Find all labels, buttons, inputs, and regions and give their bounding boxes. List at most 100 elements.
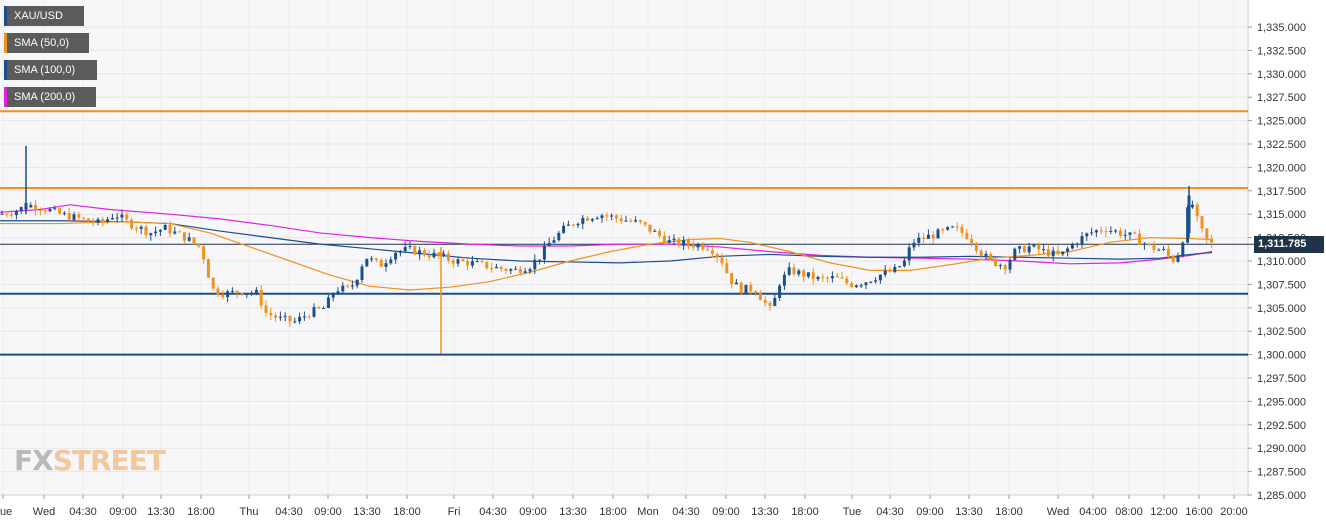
candle-body: [648, 224, 652, 232]
candle-body: [667, 240, 671, 243]
candle-body: [811, 272, 815, 280]
candle-body: [82, 217, 86, 219]
candle-body: [1075, 243, 1079, 245]
candle-body: [43, 210, 47, 212]
candle-body: [542, 245, 546, 260]
candle-body: [696, 244, 700, 248]
candle-body: [230, 290, 234, 292]
candle-body: [715, 253, 719, 258]
legend-item[interactable]: SMA (50,0): [4, 33, 89, 53]
candle-body: [1085, 233, 1089, 237]
candle-body: [96, 219, 100, 223]
candle-body: [1046, 248, 1050, 257]
candle-body: [950, 226, 954, 228]
x-tick-label: Wed: [1047, 506, 1069, 518]
x-tick-label: Tue: [0, 506, 12, 518]
candle-body: [283, 315, 287, 317]
candle-body: [1042, 248, 1046, 250]
candle-body: [974, 242, 978, 251]
candle-body: [202, 246, 206, 260]
candle-body: [758, 293, 762, 301]
candle-body: [691, 244, 695, 248]
y-tick-label: 1,292.500: [1257, 420, 1306, 432]
candle-body: [29, 205, 33, 208]
legend-item[interactable]: SMA (200,0): [4, 87, 96, 107]
candle-body: [370, 258, 374, 260]
candle-body: [10, 214, 14, 216]
candle-body: [638, 220, 642, 222]
candle-body: [240, 293, 244, 295]
candle-body: [1152, 244, 1156, 250]
candle-body: [922, 237, 926, 239]
x-tick-label: 09:00: [916, 506, 944, 518]
candle-body: [821, 276, 825, 278]
candle-body: [53, 208, 57, 210]
candle-body: [1008, 259, 1012, 270]
x-tick-label: 04:30: [672, 506, 700, 518]
candle-body: [782, 274, 786, 286]
candle-body: [533, 259, 537, 270]
legend-label: SMA (50,0): [14, 37, 70, 49]
candle-body: [768, 302, 772, 307]
candle-body: [571, 224, 575, 226]
candle-body: [586, 217, 590, 221]
candle-body: [994, 259, 998, 266]
candle-body: [907, 247, 911, 261]
candle-body: [221, 294, 225, 298]
candle-body: [1123, 234, 1127, 236]
y-tick-label: 1,287.500: [1257, 467, 1306, 479]
candle-body: [322, 308, 326, 310]
candle-body: [1056, 250, 1060, 255]
candle-body: [1162, 248, 1166, 250]
candle-body: [1205, 228, 1209, 239]
legend-item[interactable]: XAU/USD: [4, 6, 84, 26]
candle-body: [360, 266, 364, 280]
candle-body: [979, 250, 983, 256]
legend-item[interactable]: SMA (100,0): [4, 60, 97, 80]
candle-body: [274, 315, 278, 318]
candle-body: [38, 209, 42, 211]
candle-body: [682, 240, 686, 246]
candle-body: [643, 221, 647, 225]
x-tick-label: Mon: [637, 506, 658, 518]
candle-body: [1109, 230, 1113, 232]
candle-body: [0, 213, 4, 215]
candle-body: [384, 263, 388, 267]
candle-body: [456, 259, 460, 264]
candle-body: [749, 284, 753, 292]
candle-body: [288, 315, 292, 322]
candle-body: [197, 243, 201, 247]
candle-body: [662, 235, 666, 243]
candle-body: [139, 226, 143, 229]
x-tick-label: 16:00: [1185, 506, 1213, 518]
y-tick-label: 1,330.000: [1257, 69, 1306, 81]
candle-body: [926, 234, 930, 239]
candle-body: [1032, 244, 1036, 247]
candle-body: [422, 250, 426, 256]
candle-body: [898, 266, 902, 268]
candle-body: [1176, 256, 1180, 262]
candle-body: [1070, 244, 1074, 249]
candle-body: [557, 232, 561, 241]
candle-body: [1104, 231, 1108, 233]
candle-body: [523, 271, 527, 273]
candle-body: [350, 285, 354, 287]
candle-body: [590, 218, 594, 221]
candle-body: [566, 224, 570, 226]
y-tick-label: 1,302.500: [1257, 326, 1306, 338]
candle-body: [595, 218, 599, 220]
x-tick-label: Fri: [448, 506, 461, 518]
candle-body: [437, 252, 441, 256]
legend-label: XAU/USD: [14, 10, 63, 22]
candle-body: [125, 214, 129, 220]
candle-body: [5, 213, 9, 215]
candle-body: [211, 277, 215, 289]
candle-body: [634, 220, 638, 222]
candle-body: [576, 223, 580, 226]
sma-100-line: [0, 220, 1213, 264]
candle-body: [485, 261, 489, 269]
candle-body: [725, 263, 729, 274]
y-tick-label: 1,285.000: [1257, 490, 1306, 502]
candle-body: [538, 259, 542, 261]
